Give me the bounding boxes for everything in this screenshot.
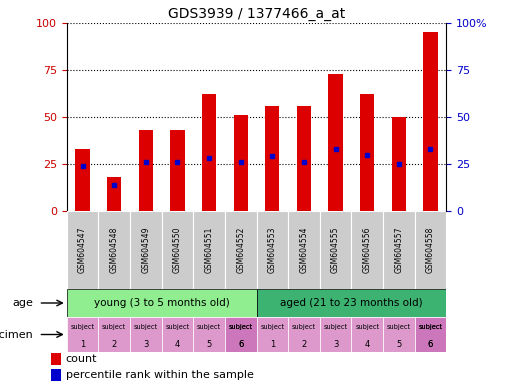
Bar (202, 94, 216, 211)
Text: GSM604550: GSM604550 (173, 227, 182, 273)
Text: subject: subject (419, 324, 443, 330)
Text: count: count (66, 354, 97, 364)
Bar (107, 177, 121, 211)
Text: 5: 5 (396, 340, 402, 349)
Text: subject: subject (355, 324, 379, 330)
Bar (351, 211, 383, 289)
Bar (98, 211, 130, 289)
Text: subject: subject (229, 324, 253, 330)
Text: 1: 1 (270, 340, 275, 349)
Text: subject: subject (197, 324, 221, 330)
Bar (193, 317, 225, 352)
Text: GSM604555: GSM604555 (331, 227, 340, 273)
Text: 4: 4 (365, 340, 370, 349)
Bar (383, 317, 415, 352)
Bar (75, 149, 90, 211)
Text: subject: subject (419, 324, 443, 330)
Text: GSM604549: GSM604549 (141, 227, 150, 273)
Text: subject: subject (260, 324, 284, 330)
Text: GSM604557: GSM604557 (394, 227, 403, 273)
Text: age: age (12, 298, 33, 308)
Bar (288, 211, 320, 289)
Bar (67, 317, 98, 352)
Bar (162, 211, 193, 289)
Bar (423, 32, 438, 211)
Text: subject: subject (70, 324, 94, 330)
Bar (51, 353, 61, 366)
Bar (415, 211, 446, 289)
Text: 6: 6 (428, 340, 433, 349)
Text: GSM604551: GSM604551 (205, 227, 213, 273)
Bar (256, 317, 288, 352)
Bar (162, 317, 193, 352)
Text: GSM604553: GSM604553 (268, 227, 277, 273)
Text: 3: 3 (143, 340, 148, 349)
Text: subject: subject (102, 324, 126, 330)
Text: 6: 6 (238, 340, 243, 349)
Bar (360, 94, 374, 211)
Text: GSM604554: GSM604554 (300, 227, 308, 273)
Bar (225, 317, 256, 352)
Bar (225, 211, 256, 289)
Text: 2: 2 (111, 340, 117, 349)
Bar (320, 211, 351, 289)
Bar (351, 317, 383, 352)
Bar (415, 317, 446, 352)
Text: young (3 to 5 months old): young (3 to 5 months old) (94, 298, 229, 308)
Text: subject: subject (387, 324, 411, 330)
Text: 6: 6 (428, 340, 433, 349)
Text: GSM604556: GSM604556 (363, 227, 372, 273)
Bar (67, 211, 98, 289)
Bar (130, 317, 162, 352)
Text: subject: subject (165, 324, 189, 330)
Bar (98, 317, 130, 352)
Text: subject: subject (324, 324, 348, 330)
Text: 2: 2 (301, 340, 307, 349)
Bar (170, 130, 185, 211)
Text: 1: 1 (80, 340, 85, 349)
Text: 5: 5 (206, 340, 212, 349)
Bar (256, 211, 288, 289)
Bar (320, 317, 351, 352)
Text: 3: 3 (333, 340, 338, 349)
Text: GSM604547: GSM604547 (78, 227, 87, 273)
Bar (297, 106, 311, 211)
Title: GDS3939 / 1377466_a_at: GDS3939 / 1377466_a_at (168, 7, 345, 21)
Bar (51, 369, 61, 381)
Text: 6: 6 (238, 340, 243, 349)
Text: GSM604548: GSM604548 (110, 227, 119, 273)
Bar (256, 289, 446, 317)
Bar (265, 106, 280, 211)
Text: subject: subject (229, 324, 253, 330)
Bar (288, 317, 320, 352)
Bar (383, 211, 415, 289)
Text: subject: subject (134, 324, 158, 330)
Bar (392, 117, 406, 211)
Bar (67, 289, 256, 317)
Text: percentile rank within the sample: percentile rank within the sample (66, 370, 253, 381)
Text: GSM604552: GSM604552 (236, 227, 245, 273)
Bar (130, 211, 162, 289)
Bar (415, 317, 446, 352)
Text: 4: 4 (175, 340, 180, 349)
Bar (225, 317, 256, 352)
Text: specimen: specimen (0, 329, 33, 339)
Bar (233, 115, 248, 211)
Text: aged (21 to 23 months old): aged (21 to 23 months old) (280, 298, 423, 308)
Bar (328, 74, 343, 211)
Bar (139, 130, 153, 211)
Text: subject: subject (292, 324, 316, 330)
Text: GSM604558: GSM604558 (426, 227, 435, 273)
Bar (193, 211, 225, 289)
